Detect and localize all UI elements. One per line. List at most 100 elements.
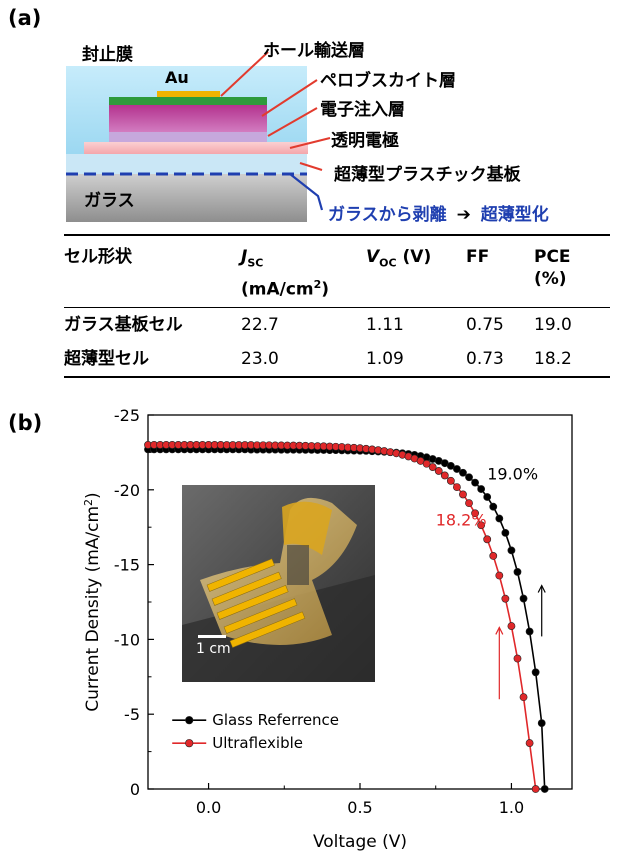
data-point [531, 785, 540, 793]
data-point [453, 465, 461, 473]
scan-arrow-glass-head [537, 584, 546, 593]
data-point [477, 521, 486, 530]
row-jsc: 22.7 [241, 315, 279, 336]
leader-hole-transport [220, 51, 269, 97]
y-tick-label: -15 [114, 556, 140, 575]
jv-curve-chart: 0.0 0.5 1.0 -25 -20 -15 -10 -5 0 19.0% 18.2% Glas… [82, 406, 573, 852]
y-tick-label: -10 [114, 630, 140, 649]
data-point [501, 594, 510, 603]
arrow-right-icon: ➔ [456, 205, 471, 225]
data-point [446, 461, 455, 470]
leader-electron-injection [267, 107, 318, 137]
data-point [459, 490, 467, 499]
scale-bar [198, 635, 226, 638]
x-axis-label: Voltage (V) [313, 832, 407, 852]
data-point [465, 473, 473, 482]
header-pce: PCE (%) [534, 247, 571, 289]
data-point [422, 459, 431, 468]
electron-injection-layer [109, 130, 267, 142]
device-stack-diagram [66, 51, 331, 222]
data-point [428, 463, 437, 471]
data-point [519, 693, 528, 702]
leader-transparent-electrode [289, 137, 331, 149]
row-voc: 1.11 [366, 315, 404, 336]
data-point [489, 552, 498, 560]
data-point [471, 478, 479, 487]
y-tick-label: -20 [114, 481, 140, 500]
data-point [477, 485, 486, 493]
data-point [519, 594, 528, 603]
header-ff: FF [466, 247, 490, 267]
label-peel-off: ガラスから剥離 [328, 205, 447, 225]
results-table: セル形状 JSC (mA/cm2) VOC (V) FF PCE (%) ガラス基… [64, 234, 610, 378]
leader-peel [289, 173, 324, 211]
row-jsc: 23.0 [241, 349, 279, 370]
label-encapsulation: 封止膜 [82, 45, 133, 65]
header-cell-shape: セル形状 [64, 247, 132, 267]
y-tick-label: -25 [114, 406, 140, 425]
label-electron-injection: 電子注入層 [320, 100, 405, 120]
label-ultrathin-plastic: 超薄型プラスチック基板 [334, 165, 521, 185]
legend-marker [185, 716, 194, 725]
peel-process-caption: ガラスから剥離 ➔ 超薄型化 [328, 200, 549, 225]
x-tick-label: 1.0 [499, 798, 524, 817]
data-point [453, 483, 461, 492]
au-electrode [157, 91, 220, 97]
data-point [434, 467, 443, 475]
label-hole-transport: ホール輸送層 [263, 41, 365, 61]
panel-b-label: (b) [8, 411, 43, 435]
data-point [495, 514, 504, 523]
row-pce: 19.0 [534, 315, 572, 336]
data-point [489, 502, 498, 511]
label-glass: ガラス [84, 191, 135, 211]
y-axis-label: Current Density (mA/cm2) [82, 492, 104, 711]
data-point [525, 739, 534, 747]
row-ff: 0.73 [466, 349, 504, 370]
leader-plastic [299, 162, 323, 171]
data-point [513, 654, 522, 663]
table-header-row: セル形状 JSC (mA/cm2) VOC (V) FF PCE (%) [64, 235, 610, 308]
legend-label: Ultraflexible [212, 734, 303, 752]
row-name: 超薄型セル [64, 349, 149, 370]
data-point [495, 571, 504, 580]
data-point [537, 719, 546, 728]
label-perovskite: ペロブスカイト層 [320, 71, 456, 91]
x-tick-label: 0.5 [347, 798, 372, 817]
hole-transport-layer [109, 97, 267, 105]
data-point [483, 535, 492, 544]
data-point [513, 568, 522, 576]
pce-annotation-glass: 19.0% [487, 464, 538, 483]
device-photo-image [182, 485, 375, 682]
y-tick-label: -5 [124, 705, 140, 724]
data-point [483, 493, 492, 501]
scan-arrow-ultraflexible-head [495, 626, 504, 635]
scale-bar-label: 1 cm [196, 641, 231, 657]
data-point [501, 528, 510, 537]
transparent-electrode-layer [84, 142, 308, 154]
leader-perovskite [261, 79, 318, 117]
row-pce: 18.2 [534, 349, 572, 370]
panel-a-label: (a) [8, 6, 42, 30]
pce-annotation-ultraflexible: 18.2% [436, 511, 487, 530]
series-ultraflexible [144, 441, 540, 793]
label-au: Au [165, 68, 189, 87]
x-tick-label: 0.0 [196, 798, 221, 817]
data-point [540, 785, 549, 793]
data-point [507, 622, 516, 630]
device-photo: 1 cm [182, 485, 375, 682]
table-row: 超薄型セル 23.0 1.09 0.73 18.2 [64, 342, 610, 378]
y-tick-label: 0 [130, 780, 140, 799]
label-ultrathin: 超薄型化 [480, 205, 549, 225]
header-voc: VOC (V) [366, 247, 432, 270]
row-name: ガラス基板セル [64, 315, 183, 336]
glass-substrate [66, 174, 307, 222]
legend-marker [185, 739, 194, 748]
data-point [446, 476, 455, 485]
plastic-substrate [66, 154, 307, 174]
table-row: ガラス基板セル 22.7 1.11 0.75 19.0 [64, 308, 610, 343]
data-point [507, 546, 516, 555]
data-point [531, 668, 540, 677]
data-point [440, 471, 449, 480]
header-jsc: JSC (mA/cm2) [241, 247, 330, 301]
data-point [525, 627, 534, 636]
